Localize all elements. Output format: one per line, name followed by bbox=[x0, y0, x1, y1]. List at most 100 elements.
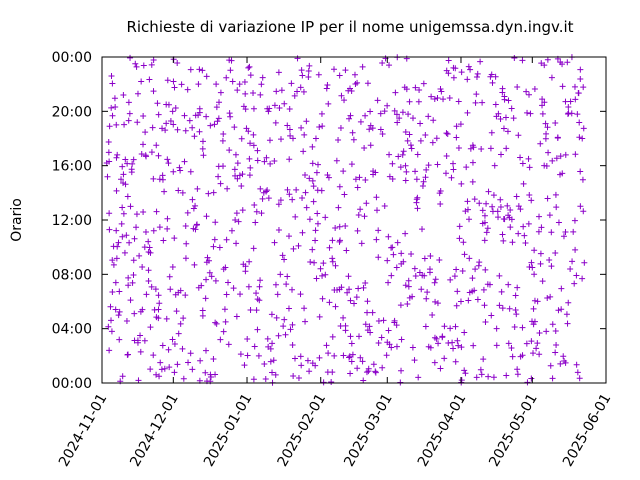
data-point bbox=[172, 105, 179, 112]
data-point bbox=[280, 323, 287, 330]
data-point bbox=[514, 371, 521, 378]
data-point bbox=[514, 83, 521, 90]
data-point bbox=[494, 208, 501, 215]
data-point bbox=[147, 324, 154, 331]
data-point bbox=[505, 340, 512, 347]
data-point bbox=[454, 337, 461, 344]
x-tick-label: 2025-05-01 bbox=[486, 391, 541, 469]
data-point bbox=[109, 112, 116, 119]
data-point bbox=[464, 76, 471, 83]
data-point bbox=[572, 246, 579, 253]
data-point bbox=[132, 60, 139, 67]
data-point bbox=[179, 189, 186, 196]
data-point bbox=[207, 122, 214, 129]
data-point bbox=[379, 364, 386, 371]
data-point bbox=[203, 73, 210, 80]
data-point bbox=[295, 374, 302, 381]
data-point bbox=[125, 282, 132, 289]
data-point bbox=[312, 362, 319, 369]
data-point bbox=[199, 307, 206, 314]
data-point bbox=[323, 85, 330, 92]
data-point bbox=[106, 347, 113, 354]
data-point bbox=[351, 71, 358, 78]
data-point bbox=[513, 311, 520, 318]
data-point bbox=[182, 255, 189, 262]
data-point bbox=[342, 223, 349, 230]
data-point bbox=[134, 119, 141, 126]
data-point bbox=[177, 320, 184, 327]
data-point bbox=[515, 230, 522, 237]
data-point bbox=[385, 233, 392, 240]
data-point bbox=[250, 131, 257, 138]
data-point bbox=[367, 329, 374, 336]
data-point bbox=[576, 375, 583, 382]
data-point bbox=[126, 110, 133, 117]
data-point bbox=[476, 200, 483, 207]
data-point bbox=[507, 207, 514, 214]
data-point bbox=[325, 174, 332, 181]
data-point bbox=[394, 119, 401, 126]
data-point bbox=[239, 171, 246, 178]
data-point bbox=[313, 169, 320, 176]
data-point bbox=[553, 204, 560, 211]
data-point bbox=[355, 285, 362, 292]
data-point bbox=[452, 323, 459, 330]
data-point bbox=[123, 317, 130, 324]
data-point bbox=[342, 327, 349, 334]
data-point bbox=[271, 239, 278, 246]
data-point bbox=[431, 359, 438, 366]
data-point bbox=[487, 73, 494, 80]
data-point bbox=[570, 228, 577, 235]
data-point bbox=[322, 214, 329, 221]
data-point bbox=[427, 344, 434, 351]
data-point bbox=[253, 307, 260, 314]
data-point bbox=[437, 85, 444, 92]
data-point bbox=[269, 369, 276, 376]
data-point bbox=[311, 259, 318, 266]
data-point bbox=[402, 282, 409, 289]
data-point bbox=[409, 115, 416, 122]
data-point bbox=[254, 326, 261, 333]
data-point bbox=[274, 291, 281, 298]
data-point bbox=[395, 153, 402, 160]
data-point bbox=[554, 135, 561, 142]
data-point bbox=[493, 325, 500, 332]
data-point bbox=[297, 84, 304, 91]
data-point bbox=[108, 73, 115, 80]
data-point bbox=[113, 227, 120, 234]
data-point bbox=[388, 272, 395, 279]
data-point bbox=[544, 56, 551, 63]
data-point bbox=[155, 315, 162, 322]
data-point bbox=[247, 164, 254, 171]
data-point bbox=[573, 272, 580, 279]
data-point bbox=[129, 279, 136, 286]
data-point bbox=[314, 220, 321, 227]
data-point bbox=[484, 225, 491, 232]
data-point bbox=[580, 208, 587, 215]
data-point bbox=[473, 74, 480, 81]
data-point bbox=[397, 302, 404, 309]
data-point bbox=[120, 210, 127, 217]
data-point bbox=[555, 219, 562, 226]
data-point bbox=[359, 63, 366, 70]
data-point bbox=[125, 274, 132, 281]
data-point bbox=[526, 91, 533, 98]
data-point bbox=[278, 87, 285, 94]
data-point bbox=[576, 119, 583, 126]
data-point bbox=[303, 118, 310, 125]
data-point bbox=[233, 240, 240, 247]
data-point bbox=[542, 135, 549, 142]
data-point bbox=[413, 199, 420, 206]
data-point bbox=[379, 130, 386, 137]
data-point bbox=[203, 213, 210, 220]
data-point bbox=[529, 264, 536, 271]
data-point bbox=[262, 376, 269, 383]
data-point bbox=[140, 62, 147, 69]
data-point bbox=[392, 89, 399, 96]
data-point bbox=[317, 265, 324, 272]
data-point bbox=[114, 243, 121, 250]
data-point bbox=[445, 57, 452, 64]
data-point bbox=[517, 353, 524, 360]
data-point bbox=[159, 125, 166, 132]
data-point bbox=[199, 67, 206, 74]
